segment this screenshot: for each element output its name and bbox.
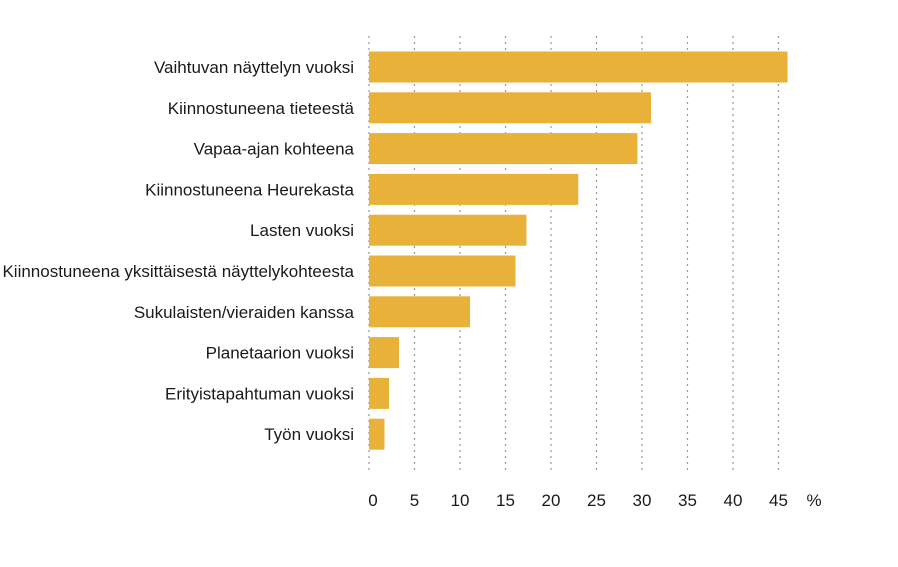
x-tick-label-5: 5 [410, 491, 419, 510]
category-label-0: Vaihtuvan näyttelyn vuoksi [154, 58, 354, 77]
bar-2 [369, 133, 638, 165]
x-tick-label-25: 25 [587, 491, 606, 510]
x-tick-label-30: 30 [633, 491, 652, 510]
x-tick-labels: 0 5 10 15 20 25 30 35 40 45 [368, 491, 788, 510]
x-tick-label-15: 15 [496, 491, 515, 510]
category-label-8: Erityistapahtuman vuoksi [165, 384, 354, 403]
x-tick-label-35: 35 [678, 491, 697, 510]
bar-9 [369, 418, 385, 450]
bar-7 [369, 337, 400, 369]
bars [369, 51, 788, 450]
bar-3 [369, 173, 579, 205]
category-label-5: Kiinnostuneena yksittäisestä näyttelykoh… [2, 262, 354, 281]
bar-6 [369, 296, 471, 328]
category-label-4: Lasten vuoksi [250, 221, 354, 240]
bar-8 [369, 377, 390, 409]
x-unit-label: % [806, 491, 821, 510]
category-label-3: Kiinnostuneena Heurekasta [145, 180, 354, 199]
x-tick-label-45: 45 [769, 491, 788, 510]
category-label-6: Sukulaisten/vieraiden kanssa [134, 303, 355, 322]
category-label-7: Planetaarion vuoksi [206, 344, 354, 363]
bar-1 [369, 92, 652, 124]
x-tick-label-10: 10 [451, 491, 470, 510]
bar-0 [369, 51, 788, 83]
bar-5 [369, 255, 516, 287]
bar-4 [369, 214, 527, 246]
x-tick-label-40: 40 [724, 491, 743, 510]
category-label-9: Työn vuoksi [264, 425, 354, 444]
category-label-2: Vapaa-ajan kohteena [194, 140, 355, 159]
x-tick-label-20: 20 [542, 491, 561, 510]
category-label-1: Kiinnostuneena tieteestä [168, 99, 355, 118]
x-tick-label-0: 0 [368, 491, 377, 510]
category-labels: Vaihtuvan näyttelyn vuoksi Kiinnostuneena… [2, 58, 354, 444]
